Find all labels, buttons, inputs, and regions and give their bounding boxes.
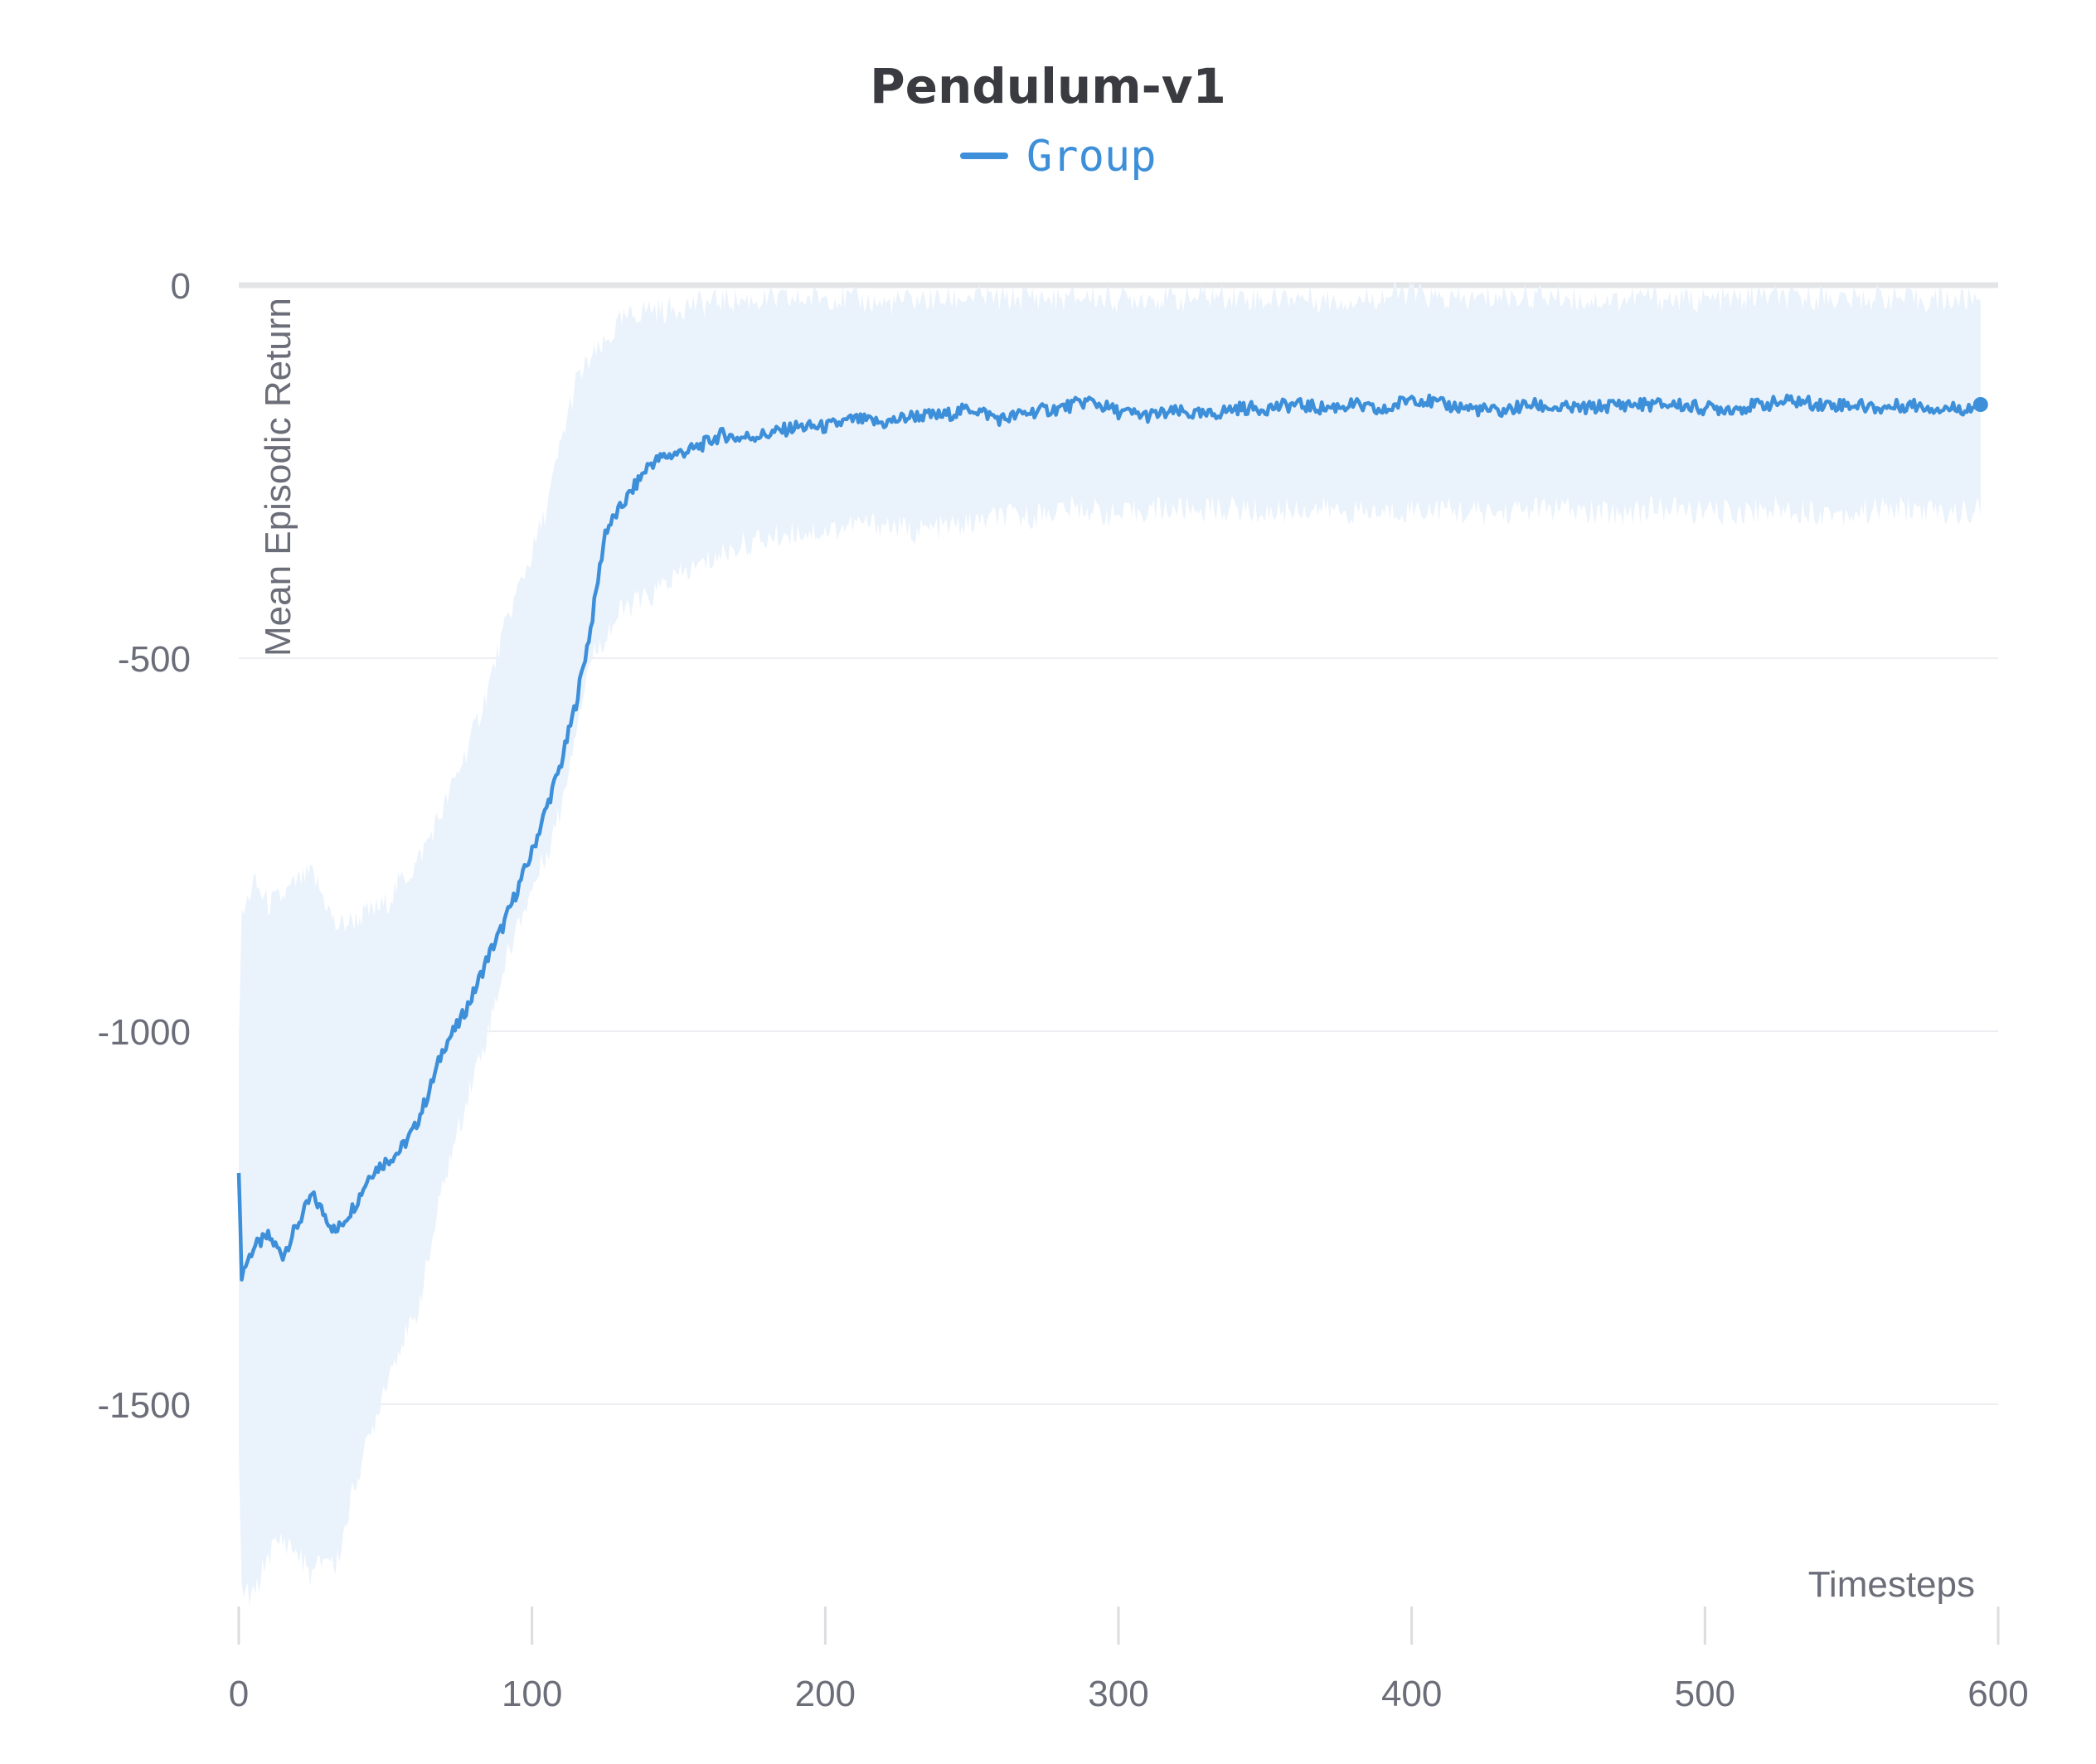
series-band-0 (239, 281, 1981, 1606)
series-line-layer (236, 393, 1988, 1282)
y-tick-label: -500 (118, 639, 191, 680)
legend-label: Group (1026, 132, 1157, 182)
y-axis-label: Mean Episodic Return (258, 298, 298, 657)
series-line-0[interactable] (236, 393, 1982, 1282)
y-tick-label: -1500 (97, 1385, 191, 1426)
series-end-point-0[interactable] (1972, 397, 1988, 412)
x-tick-label: 600 (1967, 1674, 2028, 1714)
x-tick-label: 0 (229, 1674, 249, 1714)
x-tick-label: 400 (1381, 1674, 1442, 1714)
y-axis: 0 -500 -1000 -1500 (97, 266, 191, 1426)
x-tick-label: 200 (795, 1674, 856, 1714)
confidence-band-layer (239, 281, 1981, 1606)
x-tick-label: 100 (502, 1674, 562, 1714)
y-tick-label: 0 (171, 266, 191, 307)
x-tick-label: 500 (1675, 1674, 1735, 1714)
x-axis: 0 100 200 300 400 500 600 (229, 1606, 2029, 1714)
chart-title: Pendulum-v1 (870, 58, 1226, 114)
legend[interactable]: Group (960, 132, 1157, 182)
x-axis-label: Timesteps (1808, 1564, 1975, 1605)
y-tick-label: -1000 (97, 1012, 191, 1053)
x-tick-label: 300 (1088, 1674, 1148, 1714)
